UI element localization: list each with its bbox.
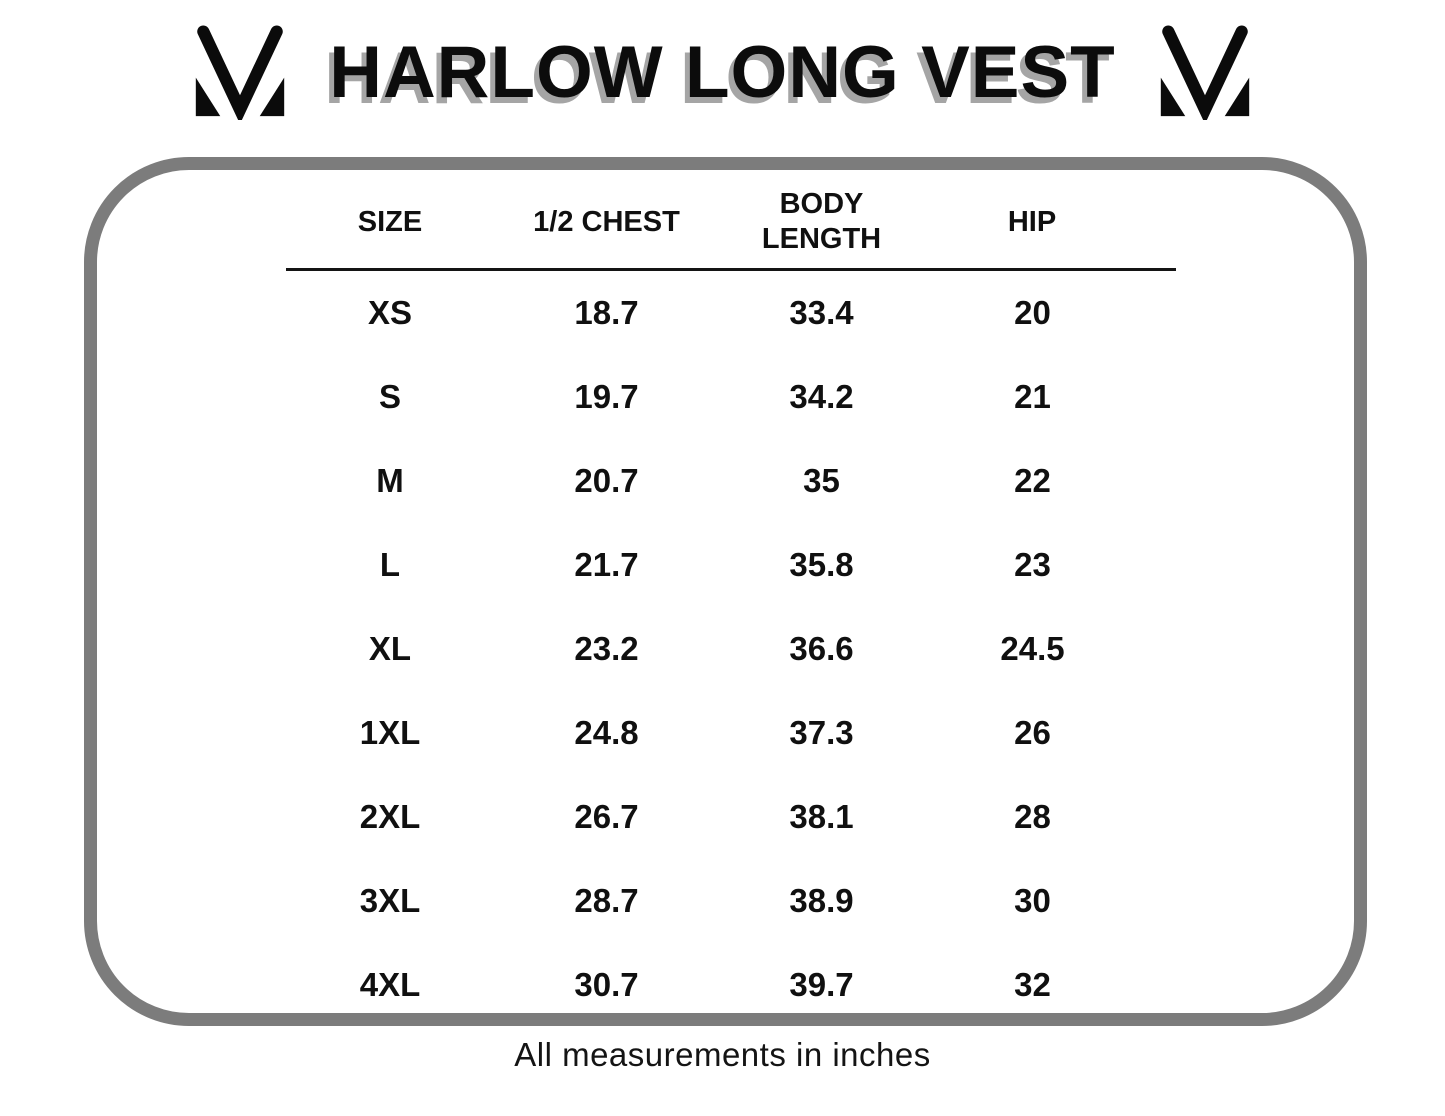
size-table: SIZE 1/2 CHEST BODY LENGTH HIP XS 18.7 3…	[286, 182, 1176, 1027]
m-monogram-icon	[196, 25, 285, 120]
table-row-xs: XS 18.7 33.4 20	[286, 270, 1176, 356]
body-length-value: 39.7	[789, 966, 854, 1003]
half-chest-value: 18.7	[574, 294, 639, 331]
body-length-value: 37.3	[789, 714, 854, 751]
size-table-header: SIZE 1/2 CHEST BODY LENGTH HIP	[286, 182, 1176, 271]
body-length-value: 38.9	[789, 882, 854, 919]
col-header-hip: HIP	[924, 182, 1176, 271]
table-row-1xl: 1XL 24.8 37.3 26	[286, 691, 1176, 775]
size-label: L	[379, 546, 401, 583]
size-label: 2XL	[359, 798, 421, 835]
body-length-value: 33.4	[789, 294, 854, 331]
half-chest-value: 30.7	[574, 966, 639, 1003]
m-monogram-icon	[1160, 25, 1249, 120]
table-row-xl: XL 23.2 36.6 24.5	[286, 607, 1176, 691]
size-label: XS	[367, 294, 413, 331]
body-length-value: 38.1	[789, 798, 854, 835]
hip-value: 20	[1014, 294, 1051, 331]
table-row-3xl: 3XL 28.7 38.9 30	[286, 859, 1176, 943]
size-label: S	[378, 378, 401, 415]
size-chart-frame: SIZE 1/2 CHEST BODY LENGTH HIP XS 18.7 3…	[84, 157, 1367, 1026]
body-length-value: 34.2	[789, 378, 854, 415]
brand-m-logo-right	[1158, 24, 1252, 120]
table-row-m: M 20.7 35 22	[286, 439, 1176, 523]
measurements-note: All measurements in inches	[514, 1036, 931, 1073]
hip-value: 30	[1014, 882, 1051, 919]
hip-value: 23	[1014, 546, 1051, 583]
header: HARLOW LONG VEST	[0, 24, 1445, 120]
table-row-s: S 19.7 34.2 21	[286, 355, 1176, 439]
hip-value: 28	[1014, 798, 1051, 835]
hip-value: 24.5	[1000, 630, 1065, 667]
table-row-l: L 21.7 35.8 23	[286, 523, 1176, 607]
hip-value: 32	[1014, 966, 1051, 1003]
half-chest-value: 19.7	[574, 378, 639, 415]
size-label: 4XL	[359, 966, 421, 1003]
half-chest-value: 21.7	[574, 546, 639, 583]
half-chest-value: 23.2	[574, 630, 639, 667]
hip-value: 26	[1014, 714, 1051, 751]
header-row: SIZE 1/2 CHEST BODY LENGTH HIP	[286, 182, 1176, 271]
size-label: 1XL	[359, 714, 421, 751]
size-table-body: XS 18.7 33.4 20 S 19.7 34.2 21 M 20.7 35…	[286, 270, 1176, 1028]
size-label: 3XL	[359, 882, 421, 919]
size-label: XL	[368, 630, 412, 667]
half-chest-value: 28.7	[574, 882, 639, 919]
body-length-value: 35.8	[789, 546, 854, 583]
table-row-4xl: 4XL 30.7 39.7 32	[286, 943, 1176, 1027]
page-title: HARLOW LONG VEST	[329, 31, 1116, 113]
table-row-2xl: 2XL 26.7 38.1 28	[286, 775, 1176, 859]
hip-value: 21	[1014, 378, 1051, 415]
col-header-size: SIZE	[286, 182, 494, 271]
col-header-body-length: BODY LENGTH	[719, 182, 924, 271]
half-chest-value: 24.8	[574, 714, 639, 751]
col-header-half-chest: 1/2 CHEST	[494, 182, 719, 271]
body-length-value: 35	[803, 462, 840, 499]
hip-value: 22	[1014, 462, 1051, 499]
brand-m-logo-left	[193, 24, 287, 120]
body-length-value: 36.6	[789, 630, 854, 667]
half-chest-value: 20.7	[574, 462, 639, 499]
size-label: M	[376, 462, 404, 499]
half-chest-value: 26.7	[574, 798, 639, 835]
